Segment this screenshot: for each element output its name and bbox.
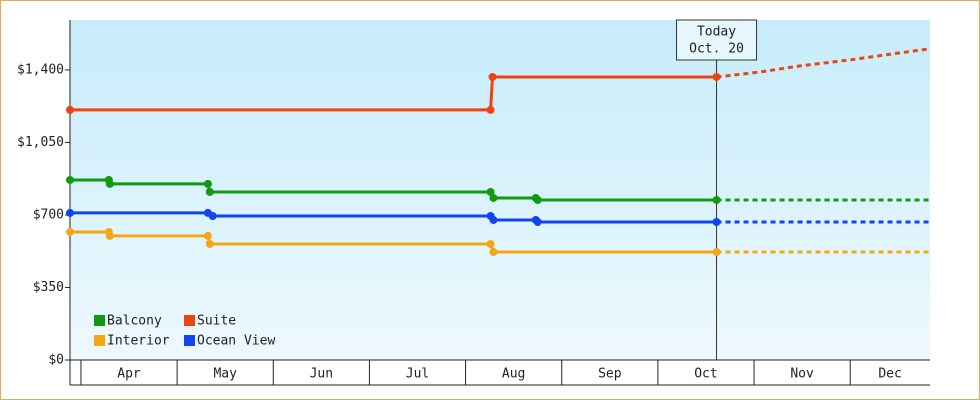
point [486, 105, 495, 114]
point [105, 179, 114, 188]
point [205, 187, 214, 196]
legend-label: Ocean View [197, 334, 275, 349]
point [712, 72, 721, 81]
today-label: Today [697, 25, 736, 40]
x-tick-label: Dec [878, 367, 901, 382]
point [105, 231, 114, 240]
point [66, 208, 74, 217]
x-tick-label: Aug [502, 367, 525, 382]
point [489, 193, 498, 202]
y-tick-label: $350 [33, 280, 64, 295]
plot-area [70, 20, 930, 360]
today-label: Oct. 20 [689, 42, 744, 57]
y-tick-label: $700 [33, 207, 64, 222]
point [712, 218, 721, 227]
series-line [70, 75, 717, 112]
legend-swatch [94, 315, 105, 326]
forecast-line [716, 47, 931, 79]
legend-label: Balcony [107, 314, 162, 329]
point [712, 248, 721, 257]
point [203, 231, 212, 240]
y-tick-label: $1,400 [17, 62, 64, 77]
point [208, 212, 217, 221]
point [489, 248, 498, 257]
point [486, 187, 495, 196]
y-tick-label: $0 [48, 353, 64, 368]
y-tick-label: $1,050 [17, 135, 64, 150]
legend-label: Suite [197, 314, 236, 329]
today-box [676, 19, 758, 61]
point [488, 72, 497, 81]
x-tick-label: Jun [310, 367, 333, 382]
legend-swatch [184, 315, 195, 326]
x-tick-label: Apr [117, 367, 141, 382]
legend-swatch [94, 335, 105, 346]
point [489, 215, 498, 224]
point [66, 105, 74, 114]
legend-swatch [184, 335, 195, 346]
point [66, 227, 74, 236]
x-tick-label: Jul [406, 367, 429, 382]
x-tick-label: Nov [790, 367, 814, 382]
x-tick-label: Oct [694, 367, 717, 382]
legend-label: Interior [107, 334, 170, 349]
point [533, 218, 542, 227]
point [486, 239, 495, 248]
point [66, 175, 74, 184]
x-tick-label: Sep [598, 367, 622, 382]
point [205, 239, 214, 248]
point [203, 179, 212, 188]
point [712, 196, 721, 205]
x-tick-label: May [213, 367, 237, 382]
point [533, 196, 542, 205]
